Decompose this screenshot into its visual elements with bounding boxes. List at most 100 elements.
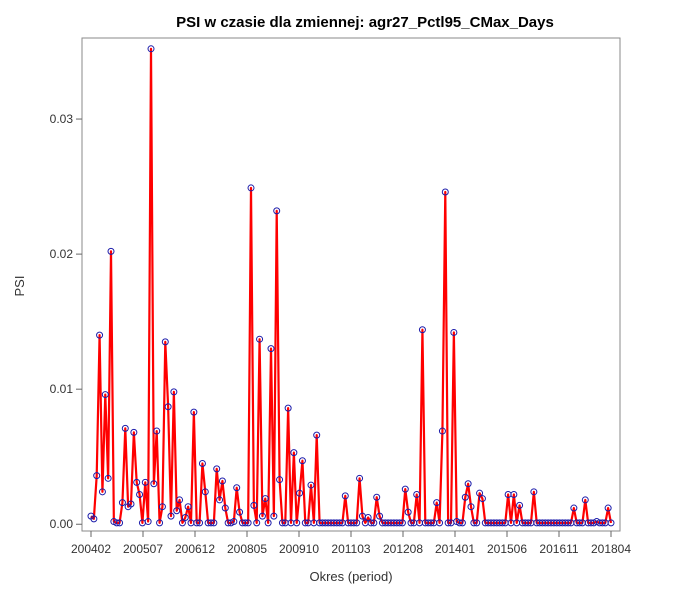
x-tick-label: 201103 bbox=[331, 542, 370, 556]
data-point bbox=[193, 519, 201, 527]
data-point bbox=[353, 519, 361, 527]
data-point bbox=[341, 492, 349, 500]
data-point bbox=[136, 491, 144, 499]
data-point bbox=[570, 504, 578, 512]
data-point bbox=[476, 489, 484, 497]
data-point bbox=[121, 424, 129, 432]
data-point bbox=[307, 481, 315, 489]
data-point bbox=[336, 519, 344, 527]
data-point bbox=[478, 495, 486, 503]
data-point bbox=[101, 391, 109, 399]
data-point bbox=[184, 503, 192, 511]
data-point bbox=[210, 519, 218, 527]
data-point bbox=[276, 476, 284, 484]
data-point bbox=[147, 45, 155, 53]
data-point bbox=[418, 326, 426, 334]
data-point bbox=[516, 501, 524, 509]
x-axis: 200402 200507 200612 200805 200910 201103 2012… bbox=[71, 531, 631, 556]
x-tick-label: 200805 bbox=[227, 542, 267, 556]
data-point bbox=[196, 519, 204, 527]
data-point bbox=[470, 519, 478, 527]
x-tick-label: 201506 bbox=[487, 542, 527, 556]
data-point bbox=[530, 488, 538, 496]
x-tick-label: 200612 bbox=[175, 542, 215, 556]
series-line-psi bbox=[90, 47, 613, 524]
data-point bbox=[164, 403, 172, 411]
data-point bbox=[576, 519, 584, 527]
data-point bbox=[230, 518, 238, 526]
data-point bbox=[398, 519, 406, 527]
data-point bbox=[158, 503, 166, 511]
data-point bbox=[284, 404, 292, 412]
data-point bbox=[433, 499, 441, 507]
series-markers bbox=[87, 45, 615, 527]
data-point bbox=[293, 519, 301, 527]
data-point bbox=[113, 519, 121, 527]
x-tick-label: 201401 bbox=[435, 542, 475, 556]
data-point bbox=[244, 519, 252, 527]
data-point bbox=[604, 504, 612, 512]
data-point bbox=[236, 508, 244, 516]
data-point bbox=[427, 519, 435, 527]
data-point bbox=[198, 459, 206, 467]
data-point bbox=[98, 488, 106, 496]
data-point bbox=[116, 519, 124, 527]
data-point bbox=[156, 519, 164, 527]
data-point bbox=[296, 489, 304, 497]
data-point bbox=[510, 491, 518, 499]
data-point bbox=[456, 519, 464, 527]
data-point bbox=[396, 519, 404, 527]
data-point bbox=[438, 427, 446, 435]
data-point bbox=[261, 495, 269, 503]
data-point bbox=[93, 472, 101, 480]
y-tick-label: 0.02 bbox=[50, 247, 74, 261]
x-tick-label: 200402 bbox=[71, 542, 111, 556]
data-point bbox=[467, 503, 475, 511]
data-point bbox=[373, 493, 381, 501]
data-point bbox=[273, 207, 281, 215]
data-point bbox=[107, 247, 115, 255]
data-point bbox=[298, 457, 306, 465]
data-point bbox=[141, 478, 149, 486]
data-point bbox=[581, 496, 589, 504]
data-point bbox=[498, 519, 506, 527]
data-point bbox=[153, 427, 161, 435]
data-point bbox=[458, 519, 466, 527]
data-point bbox=[241, 519, 249, 527]
data-point bbox=[150, 480, 158, 488]
data-point bbox=[356, 474, 364, 482]
data-point bbox=[130, 428, 138, 436]
y-tick-label: 0.03 bbox=[50, 112, 74, 126]
y-tick-label: 0.01 bbox=[50, 382, 74, 396]
data-point bbox=[267, 345, 275, 353]
data-point bbox=[413, 491, 421, 499]
y-axis-label: PSI bbox=[12, 276, 27, 297]
data-point bbox=[290, 449, 298, 457]
data-point bbox=[144, 518, 152, 526]
x-tick-label: 200910 bbox=[279, 542, 319, 556]
x-tick-label: 201208 bbox=[383, 542, 423, 556]
data-point bbox=[178, 519, 186, 527]
data-point bbox=[270, 512, 278, 520]
data-point bbox=[278, 519, 286, 527]
data-point bbox=[216, 496, 224, 504]
y-tick-label: 0.00 bbox=[50, 517, 74, 531]
data-point bbox=[127, 500, 135, 508]
x-tick-label: 200507 bbox=[123, 542, 163, 556]
data-point bbox=[301, 519, 309, 527]
data-point bbox=[201, 488, 209, 496]
data-point bbox=[598, 519, 606, 527]
data-point bbox=[313, 431, 321, 439]
data-point bbox=[376, 512, 384, 520]
data-point bbox=[167, 512, 175, 520]
data-point bbox=[133, 478, 141, 486]
data-point bbox=[247, 184, 255, 192]
data-point bbox=[444, 519, 452, 527]
data-point bbox=[190, 408, 198, 416]
data-point bbox=[256, 335, 264, 343]
x-axis-label: Okres (period) bbox=[309, 569, 392, 584]
x-tick-label: 201611 bbox=[539, 542, 578, 556]
data-point bbox=[161, 338, 169, 346]
data-point bbox=[253, 519, 261, 527]
